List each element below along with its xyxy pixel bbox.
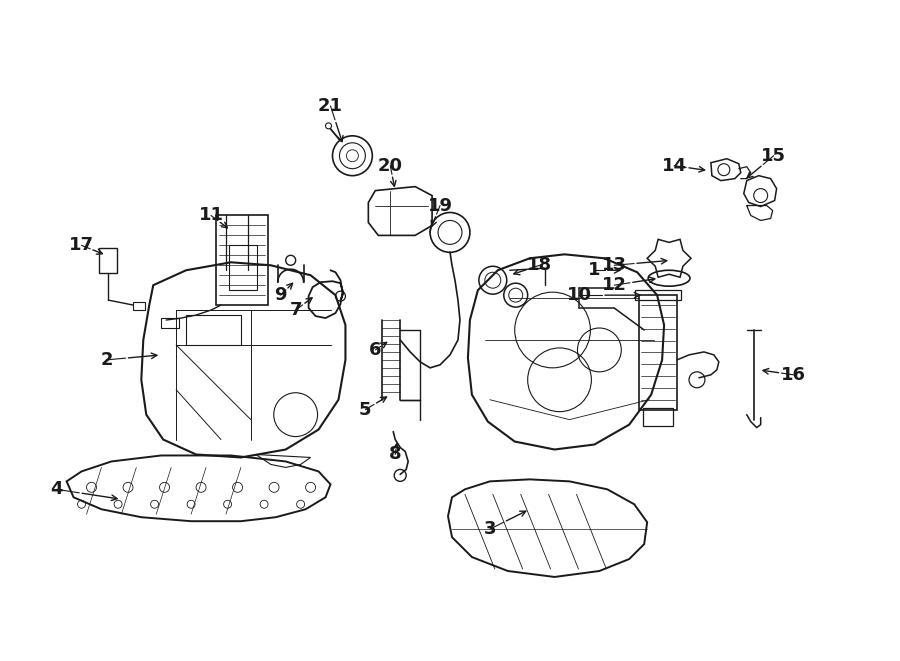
Text: 12: 12 <box>602 276 626 294</box>
Text: 4: 4 <box>50 481 63 498</box>
Text: 16: 16 <box>781 366 806 384</box>
Text: 21: 21 <box>318 97 343 115</box>
Text: 14: 14 <box>662 157 687 175</box>
Text: 19: 19 <box>428 196 453 215</box>
Text: 1: 1 <box>588 261 600 279</box>
Text: 6: 6 <box>369 341 382 359</box>
Text: 3: 3 <box>483 520 496 538</box>
Text: 5: 5 <box>359 401 372 418</box>
Text: 17: 17 <box>69 237 94 254</box>
Text: 10: 10 <box>567 286 592 304</box>
Text: 9: 9 <box>274 286 287 304</box>
Text: 18: 18 <box>527 256 553 274</box>
Text: 8: 8 <box>389 446 401 463</box>
Text: 20: 20 <box>378 157 403 175</box>
Text: 15: 15 <box>761 147 786 165</box>
Text: 11: 11 <box>199 206 223 225</box>
Text: 7: 7 <box>290 301 302 319</box>
Text: 13: 13 <box>602 256 626 274</box>
Text: 2: 2 <box>100 351 112 369</box>
